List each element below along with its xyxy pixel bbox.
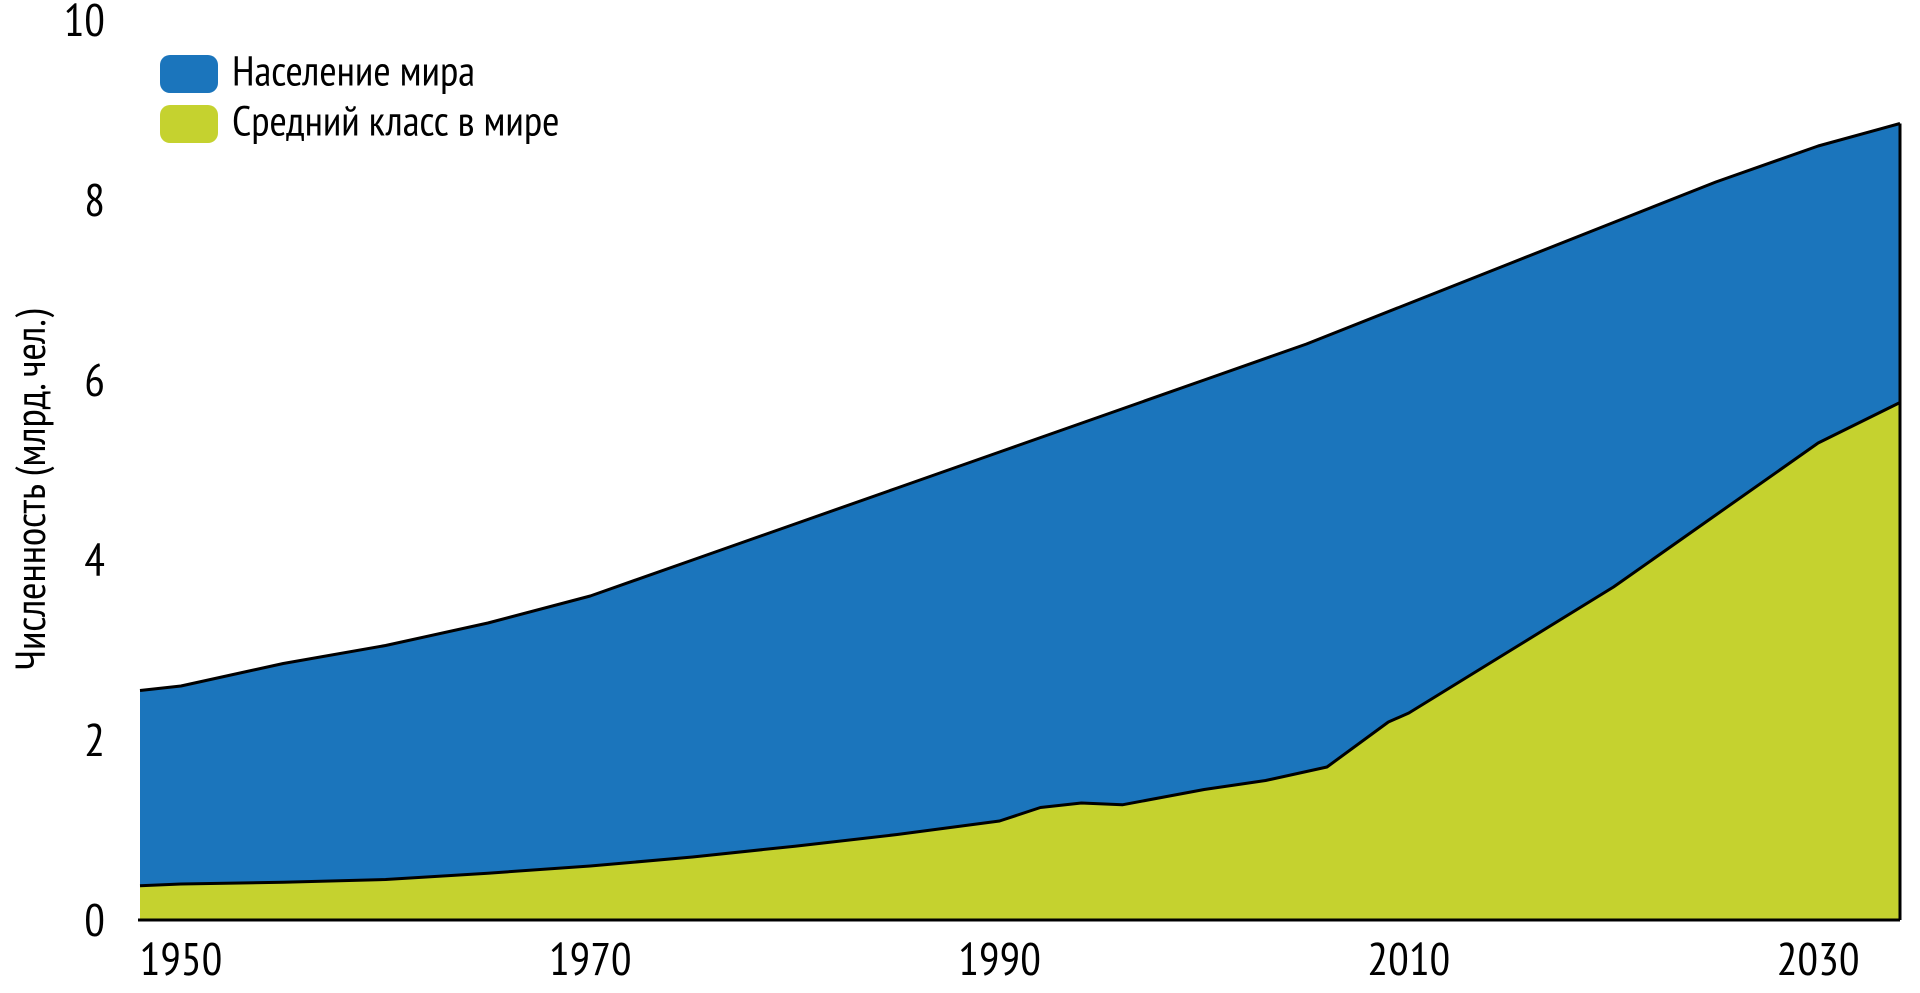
x-tick-label: 1970 <box>549 928 632 988</box>
y-axis-label: Численность (млрд. чел.) <box>2 309 57 670</box>
area-chart: 0 2 4 6 8 10 1950 1970 1990 2010 2030 Численность (… <box>0 0 1920 993</box>
chart-svg: 0 2 4 6 8 10 1950 1970 1990 2010 2030 Численность (… <box>0 0 1920 993</box>
x-tick-label: 1990 <box>958 928 1041 988</box>
legend-label: Население мира <box>232 42 475 97</box>
legend-swatch <box>160 105 218 143</box>
y-tick-label: 8 <box>84 169 105 229</box>
x-tick-label: 2010 <box>1367 928 1450 988</box>
legend-label: Средний класс в мире <box>232 92 559 147</box>
y-tick-label: 6 <box>84 349 105 409</box>
y-tick-label: 10 <box>64 0 105 49</box>
legend-swatch <box>160 55 218 93</box>
y-tick-label: 2 <box>84 709 105 769</box>
x-tick-label: 1950 <box>140 928 223 988</box>
y-tick-label: 0 <box>84 889 105 949</box>
y-tick-label: 4 <box>84 529 105 589</box>
x-tick-label: 2030 <box>1777 928 1860 988</box>
